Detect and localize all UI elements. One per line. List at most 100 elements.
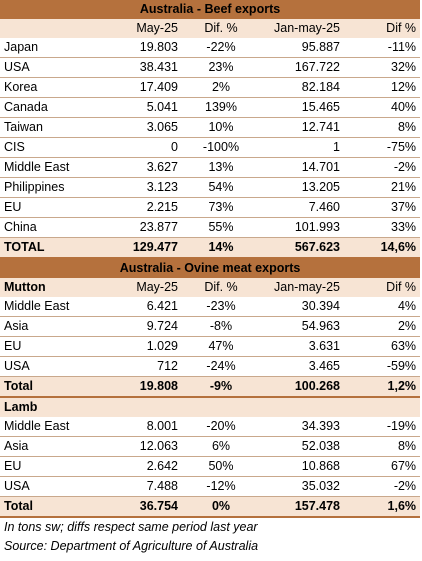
table-row: Korea 17.409 2% 82.184 12% bbox=[0, 77, 421, 98]
mutton-total-row-cell-4: 1,2% bbox=[344, 376, 421, 398]
table-row-cell-0: EU bbox=[0, 197, 98, 218]
table-row-cell-3: 14.701 bbox=[260, 157, 344, 178]
mutton-total-row-cell-0: Total bbox=[0, 376, 98, 398]
table-row-cell-2: 54% bbox=[182, 177, 260, 198]
table-row-cell-2: 10% bbox=[182, 117, 260, 138]
beef-title-text: Australia - Beef exports bbox=[0, 0, 421, 19]
table-row-cell-4: 12% bbox=[344, 77, 421, 98]
table-row-cell-0: USA bbox=[0, 57, 98, 78]
table-row-cell-3: 1 bbox=[260, 137, 344, 158]
table-row: Asia 12.063 6% 52.038 8% bbox=[0, 436, 421, 457]
table-row-cell-3: 167.722 bbox=[260, 57, 344, 78]
table-row-cell-2: -12% bbox=[182, 476, 260, 497]
table-row: CIS 0 -100% 1 -75% bbox=[0, 137, 421, 158]
table-row-cell-4: 8% bbox=[344, 117, 421, 138]
lamb-label: Lamb bbox=[0, 397, 421, 417]
table-row-cell-2: -24% bbox=[182, 356, 260, 377]
beef-total-row-cell-4: 14,6% bbox=[344, 237, 421, 259]
table-row: USA 38.431 23% 167.722 32% bbox=[0, 57, 421, 78]
table-row-cell-4: -2% bbox=[344, 157, 421, 178]
table-row-cell-4: -19% bbox=[344, 417, 421, 437]
table-row-cell-3: 35.032 bbox=[260, 476, 344, 497]
beef-total-row-cell-3: 567.623 bbox=[260, 237, 344, 259]
units-note: In tons sw; diffs respect same period la… bbox=[4, 520, 258, 534]
table-row-cell-1: 38.431 bbox=[98, 57, 182, 78]
table-row-cell-4: 2% bbox=[344, 316, 421, 337]
mutton-total-row-cell-2: -9% bbox=[182, 376, 260, 398]
table-row-cell-3: 3.465 bbox=[260, 356, 344, 377]
table-row-cell-4: -11% bbox=[344, 38, 421, 58]
table-row-cell-1: 6.421 bbox=[98, 297, 182, 317]
beef-header-row-cell-0 bbox=[0, 19, 98, 38]
table-row: Middle East 8.001 -20% 34.393 -19% bbox=[0, 417, 421, 437]
table-row-cell-1: 17.409 bbox=[98, 77, 182, 98]
beef-header-row: May-25 Dif. % Jan-may-25 Dif % bbox=[0, 19, 421, 38]
table-row: Japan 19.803 -22% 95.887 -11% bbox=[0, 38, 421, 58]
table-row-cell-2: 73% bbox=[182, 197, 260, 218]
table-row-cell-0: Middle East bbox=[0, 157, 98, 178]
table-row-cell-3: 15.465 bbox=[260, 97, 344, 118]
lamb-header-row: Lamb bbox=[0, 397, 421, 417]
table-row-cell-1: 0 bbox=[98, 137, 182, 158]
table-row-cell-4: -2% bbox=[344, 476, 421, 497]
table-row-cell-0: USA bbox=[0, 356, 98, 377]
lamb-total-row: Total 36.754 0% 157.478 1,6% bbox=[0, 496, 421, 518]
table-row-cell-3: 34.393 bbox=[260, 417, 344, 437]
table-row-cell-4: 67% bbox=[344, 456, 421, 477]
table-row-cell-2: -8% bbox=[182, 316, 260, 337]
table-row-cell-2: 13% bbox=[182, 157, 260, 178]
table-row-cell-2: 23% bbox=[182, 57, 260, 78]
table-row-cell-1: 19.803 bbox=[98, 38, 182, 58]
mutton-total-row-cell-3: 100.268 bbox=[260, 376, 344, 398]
table-row-cell-4: 21% bbox=[344, 177, 421, 198]
table-row-cell-0: Taiwan bbox=[0, 117, 98, 138]
table-row-cell-1: 7.488 bbox=[98, 476, 182, 497]
source-note: Source: Department of Agriculture of Aus… bbox=[4, 539, 259, 553]
table-row-cell-3: 13.205 bbox=[260, 177, 344, 198]
table-row-cell-1: 712 bbox=[98, 356, 182, 377]
mutton-total-row-cell-1: 19.808 bbox=[98, 376, 182, 398]
ovine-title-text: Australia - Ovine meat exports bbox=[0, 258, 421, 278]
lamb-total-row-cell-0: Total bbox=[0, 496, 98, 518]
table-row-cell-1: 8.001 bbox=[98, 417, 182, 437]
table-row-cell-4: 40% bbox=[344, 97, 421, 118]
table-row-cell-4: 4% bbox=[344, 297, 421, 317]
table-row-cell-0: CIS bbox=[0, 137, 98, 158]
beef-header-row-cell-4: Dif % bbox=[344, 19, 421, 38]
table-row: Philippines 3.123 54% 13.205 21% bbox=[0, 177, 421, 198]
table-row-cell-2: 55% bbox=[182, 217, 260, 238]
table-row-cell-2: -20% bbox=[182, 417, 260, 437]
table-row-cell-1: 2.642 bbox=[98, 456, 182, 477]
table-row-cell-4: 33% bbox=[344, 217, 421, 238]
table-row-cell-4: 63% bbox=[344, 336, 421, 357]
table-row-cell-3: 82.184 bbox=[260, 77, 344, 98]
table-row-cell-1: 12.063 bbox=[98, 436, 182, 457]
table-row-cell-1: 2.215 bbox=[98, 197, 182, 218]
table-row-cell-3: 7.460 bbox=[260, 197, 344, 218]
table-row-cell-0: Middle East bbox=[0, 417, 98, 437]
table-row-cell-0: USA bbox=[0, 476, 98, 497]
table-row: Taiwan 3.065 10% 12.741 8% bbox=[0, 117, 421, 138]
table-row: Middle East 3.627 13% 14.701 -2% bbox=[0, 157, 421, 178]
table-row-cell-2: -22% bbox=[182, 38, 260, 58]
lamb-total-row-cell-2: 0% bbox=[182, 496, 260, 518]
mutton-header-row-cell-2: Dif. % bbox=[182, 278, 260, 297]
table-row-cell-2: 2% bbox=[182, 77, 260, 98]
table-row-cell-0: Middle East bbox=[0, 297, 98, 317]
table-row: EU 1.029 47% 3.631 63% bbox=[0, 336, 421, 357]
table-row-cell-0: Canada bbox=[0, 97, 98, 118]
table-row-cell-3: 12.741 bbox=[260, 117, 344, 138]
table-row-cell-3: 101.993 bbox=[260, 217, 344, 238]
table-row: Asia 9.724 -8% 54.963 2% bbox=[0, 316, 421, 337]
lamb-total-row-cell-1: 36.754 bbox=[98, 496, 182, 518]
lamb-total-row-cell-4: 1,6% bbox=[344, 496, 421, 518]
beef-total-row: TOTAL 129.477 14% 567.623 14,6% bbox=[0, 237, 421, 259]
table-row: China 23.877 55% 101.993 33% bbox=[0, 217, 421, 238]
beef-header-row-cell-1: May-25 bbox=[98, 19, 182, 38]
table-row-cell-3: 52.038 bbox=[260, 436, 344, 457]
table-row-cell-1: 9.724 bbox=[98, 316, 182, 337]
beef-total-row-cell-2: 14% bbox=[182, 237, 260, 259]
table-row: Canada 5.041 139% 15.465 40% bbox=[0, 97, 421, 118]
table-row: EU 2.215 73% 7.460 37% bbox=[0, 197, 421, 218]
exports-table: Australia - Beef exports May-25 Dif. % Jan-… bbox=[0, 0, 421, 518]
